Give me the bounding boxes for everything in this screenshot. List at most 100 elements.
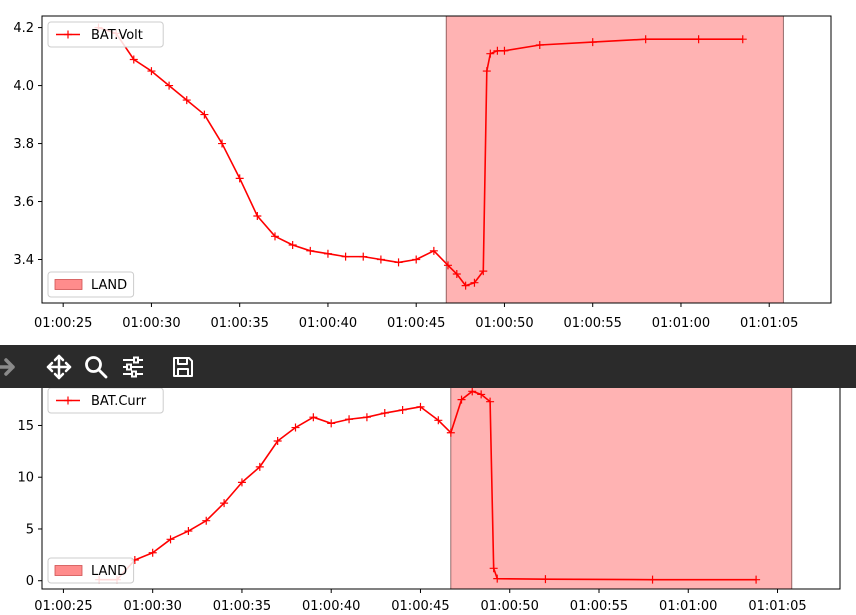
series-point	[394, 258, 403, 267]
x-tick-label: 01:00:30	[123, 599, 181, 614]
series-point	[237, 478, 246, 487]
series-legend: BAT.Volt	[47, 21, 164, 48]
series-point	[182, 96, 191, 105]
series-point	[147, 67, 156, 76]
y-tick-label: 10	[17, 471, 34, 486]
x-tick-label: 01:01:00	[652, 316, 710, 331]
x-tick-label: 01:00:50	[481, 599, 539, 614]
y-tick-label: 4.2	[13, 21, 34, 36]
x-tick-label: 01:00:30	[122, 316, 180, 331]
x-tick-label: 01:01:00	[659, 599, 717, 614]
series-point	[588, 38, 597, 47]
x-tick-label: 01:00:55	[570, 599, 628, 614]
series-point	[694, 35, 703, 44]
series-point	[535, 40, 544, 49]
legend-label: LAND	[91, 564, 127, 579]
series-point	[129, 55, 138, 64]
series-point	[468, 388, 477, 396]
x-tick-label: 01:00:25	[34, 599, 92, 614]
x-tick-label: 01:00:50	[475, 316, 533, 331]
series-point	[648, 575, 657, 584]
series-point	[486, 397, 495, 406]
series-point	[452, 270, 461, 279]
x-tick-label: 01:00:55	[564, 316, 622, 331]
legend-span-swatch	[54, 279, 83, 290]
series-point	[493, 574, 502, 583]
series-point	[165, 81, 174, 90]
series-point	[416, 402, 425, 411]
series-point	[489, 564, 498, 573]
configure-subplots-icon[interactable]	[119, 353, 147, 381]
series-point	[166, 535, 175, 544]
legend-label: BAT.Volt	[91, 28, 143, 43]
x-tick-label: 01:00:35	[213, 599, 271, 614]
series-point	[253, 212, 262, 221]
series-point	[738, 35, 747, 44]
x-tick-label: 01:00:25	[34, 316, 92, 331]
series-point	[359, 252, 368, 261]
series-point	[380, 409, 389, 418]
legend-marker-swatch	[64, 396, 72, 405]
series-point	[202, 516, 211, 525]
series-point	[641, 35, 650, 44]
series-point	[309, 413, 318, 422]
series-point	[148, 548, 157, 557]
series-point	[345, 415, 354, 424]
series-point	[220, 499, 229, 508]
x-tick-label: 01:00:35	[210, 316, 268, 331]
x-tick-label: 01:00:40	[299, 316, 357, 331]
plot-toolbar	[0, 345, 856, 388]
legend-marker-swatch	[64, 30, 72, 39]
series-point	[306, 246, 315, 255]
y-tick-label: 3.8	[13, 137, 34, 152]
pan-icon[interactable]	[45, 353, 73, 381]
y-tick-label: 15	[17, 419, 34, 434]
series-point	[270, 232, 279, 241]
series-point	[218, 139, 227, 148]
land-legend: LAND	[47, 557, 135, 584]
legend-box	[47, 21, 164, 48]
forward-icon[interactable]	[0, 353, 22, 381]
series-point	[470, 278, 479, 287]
plot-area	[95, 388, 793, 589]
plot-area	[94, 16, 784, 303]
series-point	[479, 267, 488, 276]
series-point	[412, 255, 421, 264]
series-point	[376, 255, 385, 264]
x-tick-label: 01:01:05	[748, 599, 806, 614]
battery-current-chart: 0 5 10 15 01:00:25 01:00:30 01:00:35 01:00:40 01…	[17, 388, 841, 614]
series-point	[752, 575, 761, 584]
legend-label: LAND	[91, 278, 127, 293]
series-point	[482, 67, 491, 76]
legend-span-swatch	[54, 565, 83, 576]
series-point	[434, 416, 443, 425]
series-point	[327, 419, 336, 428]
battery-voltage-chart: 3.4 3.6 3.8 4.0 4.2 01:00:25 01:00:30 01:00:35 0…	[13, 15, 832, 331]
series-point	[184, 527, 193, 536]
series-point	[291, 423, 300, 432]
zoom-icon[interactable]	[82, 353, 110, 381]
land-legend: LAND	[47, 271, 135, 298]
save-icon[interactable]	[169, 353, 197, 381]
series-point	[235, 174, 244, 183]
x-tick-label: 01:00:45	[387, 316, 445, 331]
land-span	[450, 388, 793, 589]
legend-box	[47, 557, 135, 584]
y-tick-label: 3.4	[13, 253, 34, 268]
axes-frame	[41, 15, 832, 304]
legend-box	[47, 388, 164, 414]
series-point	[446, 428, 455, 437]
x-tick-label: 01:01:05	[740, 316, 798, 331]
series-legend: BAT.Curr	[47, 388, 164, 414]
series-point	[323, 249, 332, 258]
y-tick-label: 4.0	[13, 79, 34, 94]
legend-box	[47, 271, 135, 298]
series-point	[461, 281, 470, 290]
legend-label: BAT.Curr	[91, 394, 147, 409]
series-point	[500, 46, 509, 55]
series-point	[288, 241, 297, 250]
y-tick-label: 5	[26, 522, 34, 537]
y-tick-label: 0	[26, 574, 34, 589]
series-point	[255, 462, 264, 471]
series-point	[200, 110, 209, 119]
